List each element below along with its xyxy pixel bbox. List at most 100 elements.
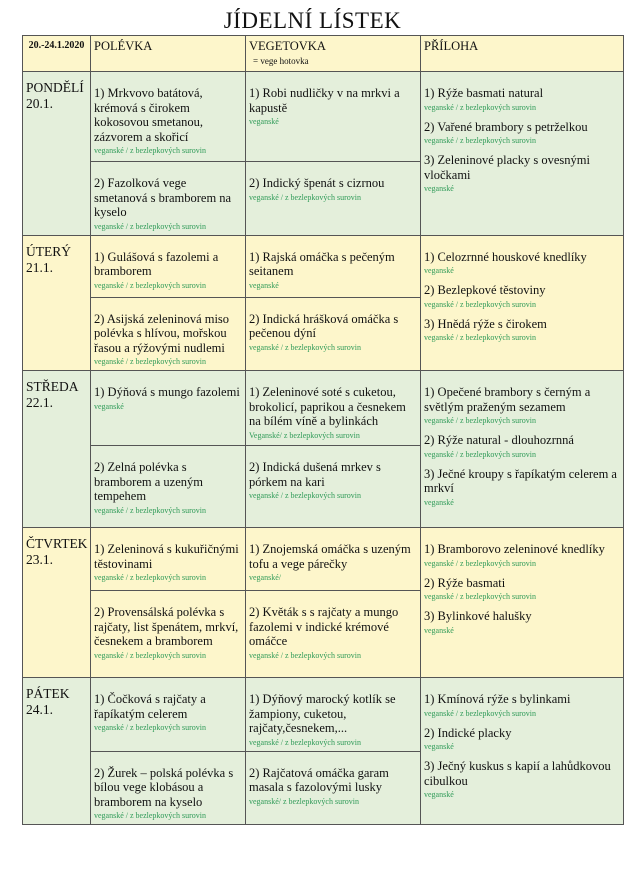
menu-item: 1) Čočková s rajčaty a řapíkatým celerem… [94, 692, 242, 733]
soup-cell: 1) Mrkvovo batátová, krémová s čirokem k… [90, 71, 246, 162]
dish: 2) Indický špenát s cizrnou [249, 176, 385, 190]
vege-title: VEGETOVKA [249, 39, 326, 53]
menu-item: 2) Provensálská polévka s rajčaty, list … [94, 605, 242, 661]
title: JÍDELNÍ LÍSTEK [223, 8, 402, 33]
vege-cell: 1) Dýňový marocký kotlík se žampiony, cu… [245, 677, 421, 752]
dish-note: veganské [94, 401, 124, 411]
dish-note: veganské [424, 742, 454, 751]
dish: 2) Rajčatová omáčka garam masala s fazol… [249, 765, 389, 795]
side-cell: 1) Bramborovo zeleninové knedlíky vegansk… [420, 527, 624, 678]
dish: 1) Rýže basmati natural [424, 86, 544, 100]
dish-note: veganské [249, 280, 279, 290]
dish: 3) Zeleninové placky s ovesnými vločkami [424, 153, 590, 182]
dish: 2) Zelná polévka s bramborem a uzeným te… [94, 460, 203, 503]
dish-note: veganské / z bezlepkových surovin [424, 299, 536, 309]
menu-item: 1) Zeleninové soté s cuketou, brokolicí,… [249, 385, 417, 441]
day-date: 22.1. [26, 395, 53, 410]
menu-item: 2) Rýže natural - dlouhozrnná veganské / … [424, 433, 620, 460]
dish: 1) Rajská omáčka s pečeným seitanem [249, 249, 395, 279]
dish-note: veganské [249, 117, 279, 126]
dish-note: veganské / z bezlepkových surovin [94, 357, 206, 366]
day-row: 2) Asijská zeleninová miso polévka s hlí… [23, 296, 624, 371]
day-name: ČTVRTEK [26, 536, 88, 551]
day-row: ČTVRTEK 23.1. 1) Zeleninová s kukuřičnými … [22, 527, 624, 678]
soup-header: POLÉVKA [90, 35, 246, 72]
dish: 1) Opečené brambory s černým a světlým p… [424, 385, 591, 414]
dish-note: veganské / z bezlepkových surovin [424, 708, 536, 718]
day-cell: PÁTEK 24.1. [22, 677, 91, 825]
vege-note: = vege hotovka [253, 55, 309, 66]
soup-cell: 2) Provensálská polévka s rajčaty, list … [90, 590, 246, 678]
menu-item: 1) Celozrnné houskové knedlíky veganské [424, 250, 620, 277]
soup-cell: 2) Zelná polévka s bramborem a uzeným te… [90, 445, 246, 528]
day-name: STŘEDA [26, 379, 79, 394]
side-cell: 1) Kmínová rýže s bylinkami veganské / z … [420, 677, 624, 825]
dish-note: veganské / z bezlepkových surovin [94, 723, 206, 732]
day-row: ÚTERÝ 21.1. 1) Gulášová s fazolemi a bramb… [22, 234, 624, 371]
soup-cell: 1) Gulášová s fazolemi a bramborem vegans… [90, 234, 246, 298]
dish-note: veganské / z bezlepkových surovin [94, 811, 206, 820]
side-cell: 1) Celozrnné houskové knedlíky veganské 2)… [420, 234, 624, 371]
dish-note: Veganské/ z bezlepkových surovin [249, 430, 360, 440]
menu-item: 2) Indické placky veganské [424, 726, 620, 753]
menu-item: 1) Dýňový marocký kotlík se žampiony, cu… [249, 692, 417, 748]
day-row: PONDĚLÍ 20.1. 1) Mrkvovo batátová, krémová… [22, 71, 624, 236]
dish: 1) Zeleninová s kukuřičnými těstovinami [94, 542, 239, 571]
dish: 2) Rýže basmati [424, 575, 506, 590]
dish: 3) Hnědá rýže s čirokem [424, 316, 547, 331]
dish-note: veganské / z bezlepkových surovin [94, 573, 206, 582]
menu-item: 2) Zelná polévka s bramborem a uzeným te… [94, 460, 242, 516]
dish-note: veganské / z bezlepkových surovin [424, 416, 536, 425]
menu-item: 3) Bylinkové halušky veganské [424, 609, 620, 636]
dish: 1) Dýňový marocký kotlík se žampiony, cu… [249, 692, 396, 735]
soup-cell: 2) Fazolková vege smetanová s bramborem … [90, 161, 246, 236]
dish: 1) Celozrnné houskové knedlíky [424, 249, 587, 264]
menu-item: 1) Dýňová s mungo fazolemi veganské [94, 385, 242, 412]
dish-note: veganské [424, 625, 454, 635]
vege-cell: 2) Indický špenát s cizrnou veganské / z … [245, 161, 421, 236]
dish: 2) Fazolková vege smetanová s bramborem … [94, 176, 232, 219]
day-date: 20.1. [26, 96, 53, 111]
dish-note: veganské / z bezlepkových surovin [94, 146, 206, 155]
dish-note: veganské [424, 266, 454, 275]
side-cell: 1) Opečené brambory s černým a světlým p… [420, 370, 624, 528]
dish-note: veganské / z bezlepkových surovin [249, 342, 361, 352]
menu-item: 1) Rýže basmati natural veganské / z bezl… [424, 86, 620, 113]
menu-item: 2) Květák s s rajčaty a mungo fazolemi v… [249, 605, 417, 661]
dish-note: veganské / z bezlepkových surovin [424, 592, 536, 601]
day-date: 21.1. [26, 259, 53, 275]
menu-item: 1) Rajská omáčka s pečeným seitanem vegan… [249, 250, 417, 291]
dish-note: veganské / z bezlepkových surovin [94, 505, 206, 515]
day-cell: ÚTERÝ 21.1. [22, 234, 91, 371]
menu-item: 3) Ječný kuskus s kapií a lahůdkovou cib… [424, 759, 620, 800]
dish: 1) Zeleninové soté s cuketou, brokolicí,… [249, 385, 406, 428]
dish: 2) Vařené brambory s petrželkou [424, 119, 588, 134]
vege-header: VEGETOVKA = vege hotovka [245, 35, 421, 72]
menu-item: 3) Ječné kroupy s řapíkatým celerem a mr… [424, 467, 620, 508]
dish: 1) Mrkvovo batátová, krémová s čirokem k… [94, 86, 204, 144]
dish-note: veganské / z bezlepkových surovin [249, 737, 361, 747]
dish-note: veganské / z bezlepkových surovin [94, 650, 206, 660]
dish: 2) Žurek – polská polévka s bílou vege k… [94, 765, 234, 809]
dish: 2) Provensálská polévka s rajčaty, list … [94, 605, 239, 648]
vege-cell: 1) Zeleninové soté s cuketou, brokolicí,… [245, 370, 421, 446]
menu-item: 2) Indická dušená mrkev s pórkem na kari… [249, 460, 417, 501]
day-cell: PONDĚLÍ 20.1. [22, 71, 91, 236]
dish: 1) Znojemská omáčka s uzeným tofu a vege… [249, 542, 411, 571]
day-row: STŘEDA 22.1. 1) Dýňová s mungo fazolemi veg… [22, 370, 624, 528]
menu-table: 20.-24.1.2020 POLÉVKA VEGETOVKA = vege ho… [22, 35, 624, 825]
dish: 2) Asijská zeleninová miso polévka s hlí… [94, 311, 230, 355]
dish: 2) Indická hrášková omáčka s pečenou dýn… [249, 311, 399, 341]
day-row: 2) Provensálská polévka s rajčaty, list … [23, 590, 624, 678]
dish-note: veganské [424, 184, 454, 193]
menu-item: 2) Indický špenát s cizrnou veganské / z … [249, 176, 417, 203]
dish: 3) Ječný kuskus s kapií a lahůdkovou cib… [424, 759, 611, 788]
day-name: PÁTEK [26, 686, 70, 701]
day-row: 2) Žurek – polská polévka s bílou vege k… [23, 750, 624, 825]
soup-cell: 1) Dýňová s mungo fazolemi veganské [90, 370, 246, 446]
menu-item: 1) Robi nudličky v na mrkvi a kapustě veg… [249, 86, 417, 127]
menu-item: 2) Vařené brambory s petrželkou veganské … [424, 120, 620, 147]
vege-cell: 2) Indická hrášková omáčka s pečenou dýn… [245, 296, 421, 371]
dish-note: veganské / z bezlepkových surovin [249, 192, 361, 202]
